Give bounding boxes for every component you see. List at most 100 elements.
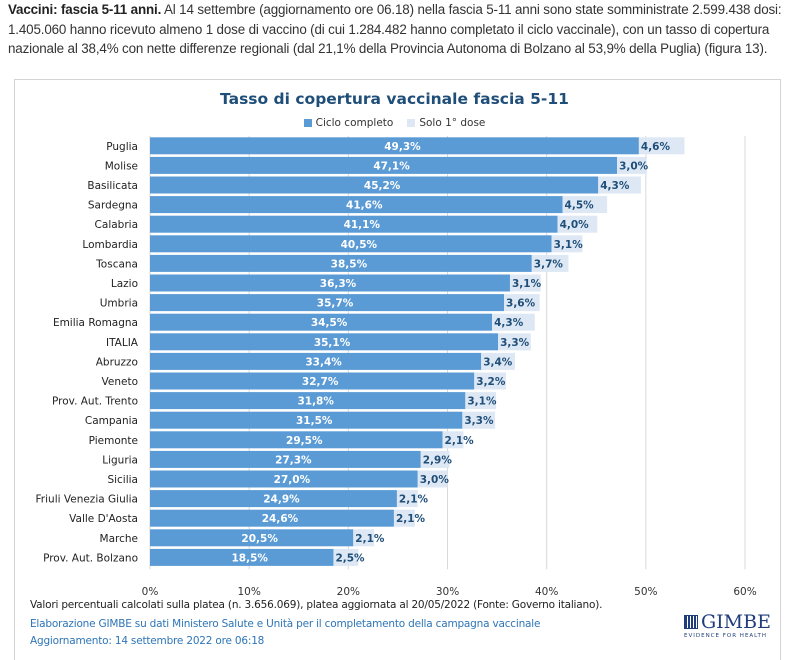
legend-item-complete: Ciclo completo [303,117,394,129]
category-label: Lazio [111,278,138,290]
data-label-complete: 41,1% [344,219,381,231]
bar-complete [150,215,558,233]
data-label-complete: 35,7% [317,298,354,310]
bar-first-dose [417,470,448,488]
data-label-complete: 18,5% [232,552,269,564]
bar-complete [150,235,552,253]
bar-complete [150,254,532,272]
data-label-complete: 31,5% [296,415,333,427]
data-label-first-dose: 3,3% [500,337,530,349]
bar-complete [150,294,505,312]
gimbe-logo: GIMBE EVIDENCE FOR HEALTH [684,612,774,648]
bar-first-dose [420,450,450,468]
data-label-first-dose: 3,0% [420,474,450,486]
bar-first-dose [504,294,540,312]
bar-complete [150,196,563,214]
category-label: ITALIA [106,337,139,349]
category-label: Molise [105,160,138,172]
data-label-complete: 35,1% [314,337,351,349]
data-label-first-dose: 3,4% [483,356,513,368]
bar-complete [150,470,418,488]
bar-first-dose [442,431,464,449]
data-label-first-dose: 4,6% [641,141,671,153]
bar-complete [150,137,639,155]
category-label: Friuli Venezia Giulia [36,494,138,506]
legend-item-first-dose: Solo 1° dose [407,117,485,129]
chart-legend: Ciclo completo Solo 1° dose [0,117,789,129]
data-label-complete: 24,6% [262,513,299,525]
logo-tagline: EVIDENCE FOR HEALTH [684,633,767,639]
category-label: Toscana [95,258,138,270]
category-label: Liguria [102,454,138,466]
category-label: Puglia [106,141,138,153]
intro-text: Al 14 settembre (aggiornamento ore 06.18… [8,2,782,56]
bar-complete [150,333,499,351]
bar-complete [150,156,618,174]
data-label-first-dose: 3,3% [464,415,494,427]
bar-first-dose [333,548,359,566]
legend-label-first-dose: Solo 1° dose [419,117,486,129]
bar-first-dose [481,352,515,370]
legend-label-complete: Ciclo completo [315,117,394,129]
x-tick-label: 20% [337,586,360,598]
data-label-first-dose: 2,1% [399,494,429,506]
bar-complete [150,509,394,527]
intro-lead: Vaccini: fascia 5-11 anni. [8,2,162,17]
data-label-complete: 31,8% [297,396,334,408]
data-label-first-dose: 4,3% [600,180,630,192]
x-tick-label: 0% [142,586,159,598]
data-label-complete: 38,5% [331,258,368,270]
bar-first-dose [638,137,685,155]
data-label-complete: 20,5% [241,533,278,545]
category-label: Basilicata [87,180,138,192]
bar-complete [150,431,443,449]
bar-complete [150,274,510,292]
category-label: Marche [100,533,138,545]
data-label-complete: 24,9% [263,494,300,506]
bar-complete [150,548,334,566]
data-label-first-dose: 4,5% [565,200,595,212]
bar-complete [150,352,482,370]
credit-update: Aggiornamento: 14 settembre 2022 ore 06:… [30,635,265,647]
x-tick-label: 40% [535,586,558,598]
bar-complete [150,490,397,508]
bar-first-dose [562,196,608,214]
category-label: Prov. Aut. Bolzano [43,552,138,564]
chart-title: Tasso di copertura vaccinale fascia 5-11 [220,90,569,108]
data-label-first-dose: 4,0% [560,219,590,231]
data-label-complete: 27,0% [274,474,311,486]
bar-complete [150,392,466,410]
logo-text: GIMBE [701,611,771,633]
intro-paragraph: Vaccini: fascia 5-11 anni. Al 14 settemb… [8,0,783,59]
category-label: Sicilia [107,474,138,486]
bar-first-dose [557,215,598,233]
data-label-complete: 41,6% [346,200,383,212]
data-label-first-dose: 3,7% [534,258,564,270]
data-label-complete: 49,3% [384,141,421,153]
logo-grid-icon [684,615,698,629]
bar-first-dose [531,254,569,272]
x-tick-label: 10% [237,586,260,598]
bar-first-dose [474,372,507,390]
x-tick-label: 50% [634,586,657,598]
bar-first-dose [462,411,496,429]
data-label-complete: 34,5% [311,317,348,329]
bar-complete [150,529,354,547]
data-label-first-dose: 4,3% [494,317,524,329]
bar-first-dose [509,274,541,292]
data-label-first-dose: 3,1% [554,239,584,251]
category-label: Umbria [100,298,138,310]
bar-complete [150,372,475,390]
bar-first-dose [498,333,531,351]
data-label-first-dose: 2,1% [445,435,475,447]
bar-complete [150,450,421,468]
data-label-complete: 40,5% [341,239,378,251]
data-label-complete: 32,7% [302,376,339,388]
bar-first-dose [396,490,418,508]
category-label: Valle D'Aosta [69,513,138,525]
data-label-first-dose: 3,6% [506,298,536,310]
bar-complete [150,411,463,429]
credit-source: Elaborazione GIMBE su dati Ministero Sal… [30,618,541,630]
category-label: Abruzzo [96,356,138,368]
category-label: Lombardia [82,239,138,251]
